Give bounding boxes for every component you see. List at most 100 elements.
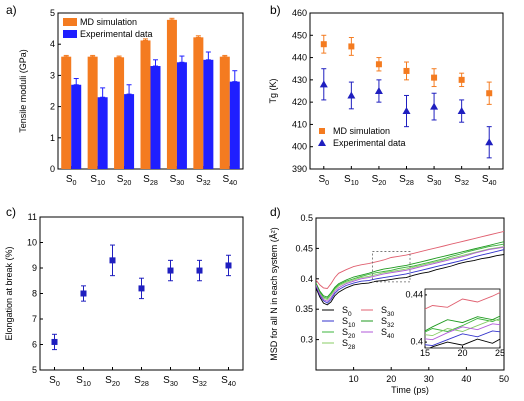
y-tick-label: 400 — [292, 142, 307, 152]
y-tick-label: 0.35 — [295, 304, 313, 314]
x-tick-label: S0 — [49, 375, 60, 388]
x-tick-label: S0 — [66, 174, 77, 187]
x-tick-label: S32 — [196, 174, 211, 187]
panel-label: a) — [6, 3, 17, 17]
bar — [203, 59, 214, 169]
y-tick-label: 5 — [50, 8, 55, 18]
panel-label: d) — [270, 205, 281, 219]
series-line — [316, 246, 504, 301]
bar — [176, 62, 187, 169]
bar — [114, 57, 125, 169]
data-point — [486, 90, 493, 97]
legend-marker — [319, 128, 325, 134]
data-point — [374, 87, 383, 94]
y-tick-label: 9 — [32, 263, 37, 273]
legend-label: MD simulation — [333, 126, 390, 136]
x-tick-label: 10 — [349, 374, 359, 384]
inset-x-tick-label: 25 — [495, 348, 505, 358]
y-tick-label: 6 — [32, 340, 37, 350]
legend-label: S20 — [342, 327, 356, 340]
data-point — [80, 290, 87, 297]
inset-series-line — [425, 292, 500, 310]
x-tick-label: 20 — [386, 374, 396, 384]
x-tick-label: S28 — [134, 375, 149, 388]
y-tick-label: 460 — [292, 8, 307, 18]
y-tick-label: 0 — [50, 164, 55, 174]
x-tick-label: S20 — [372, 174, 387, 187]
x-tick-label: S10 — [90, 174, 105, 187]
x-axis-title: Time (ps) — [391, 385, 429, 395]
lines-group — [316, 230, 504, 306]
x-tick-label: S28 — [399, 174, 414, 187]
inset-y-tick-label: 0.44 — [405, 289, 423, 299]
x-tick-label: S28 — [143, 174, 158, 187]
data-point — [403, 67, 410, 74]
bar — [150, 66, 161, 169]
legend-label: S28 — [342, 338, 356, 351]
panel-label: c) — [6, 205, 16, 219]
plot-frame — [315, 217, 505, 371]
bar — [229, 81, 240, 169]
bar — [140, 40, 151, 170]
data-point — [319, 80, 328, 88]
x-tick-label: S20 — [105, 375, 120, 388]
x-tick-label: 30 — [424, 374, 434, 384]
y-axis-title: Elongation at break (%) — [4, 246, 14, 340]
bar — [166, 19, 177, 170]
y-tick-label: 7 — [32, 314, 37, 324]
x-tick-label: S30 — [427, 174, 442, 187]
y-tick-label: 1 — [50, 133, 55, 143]
x-tick-label: S40 — [482, 174, 497, 187]
bar — [97, 97, 108, 169]
inset-x-tick-label: 20 — [457, 348, 467, 358]
data-point — [225, 262, 232, 269]
x-tick-label: S30 — [163, 375, 178, 388]
legend-swatch — [63, 18, 77, 26]
bar — [193, 37, 204, 169]
legend-label: Experimental data — [333, 138, 406, 148]
y-tick-label: 10 — [27, 238, 37, 248]
series-line — [316, 241, 504, 298]
data-point — [196, 267, 203, 274]
legend-label: S40 — [381, 327, 395, 340]
y-tick-label: 390 — [292, 164, 307, 174]
inset-series-line — [425, 318, 500, 333]
series-line — [316, 246, 504, 302]
data-point — [485, 138, 494, 146]
legend-label: S32 — [381, 316, 395, 329]
data-point — [402, 107, 411, 115]
inset-lines-group — [425, 292, 500, 348]
y-tick-label: 8 — [32, 289, 37, 299]
bar — [87, 56, 98, 169]
x-tick-label: S30 — [170, 174, 185, 187]
legend-label: MD simulation — [80, 17, 137, 27]
y-axis-title: Tensile moduli (GPa) — [18, 49, 28, 133]
x-tick-label: S32 — [454, 174, 469, 187]
data-point — [51, 338, 58, 345]
y-tick-label: 0.45 — [295, 243, 313, 253]
legend-swatch — [63, 30, 77, 38]
inset-y-tick-label: 0.4 — [410, 337, 423, 347]
bar — [71, 84, 82, 169]
data-point — [167, 267, 174, 274]
data-point — [320, 41, 327, 48]
series-line — [316, 254, 504, 306]
x-tick-label: S40 — [221, 375, 236, 388]
series-line — [316, 230, 504, 289]
y-axis-title: Tg (K) — [268, 78, 278, 103]
y-tick-label: 0.5 — [300, 213, 313, 223]
bar — [219, 56, 230, 169]
data-point — [348, 43, 355, 50]
y-tick-label: 0.4 — [300, 274, 313, 284]
legend-label: Experimental data — [80, 29, 153, 39]
inset-series-line — [428, 338, 500, 348]
data-point — [109, 257, 116, 264]
y-tick-label: 3 — [50, 70, 55, 80]
inset-series-line — [425, 315, 500, 332]
x-tick-label: S20 — [117, 174, 132, 187]
legend-label: S10 — [342, 316, 356, 329]
y-tick-label: 450 — [292, 30, 307, 40]
y-axis-title: MSD for all N in each system (Å²) — [269, 227, 279, 361]
x-tick-label: S10 — [76, 375, 91, 388]
